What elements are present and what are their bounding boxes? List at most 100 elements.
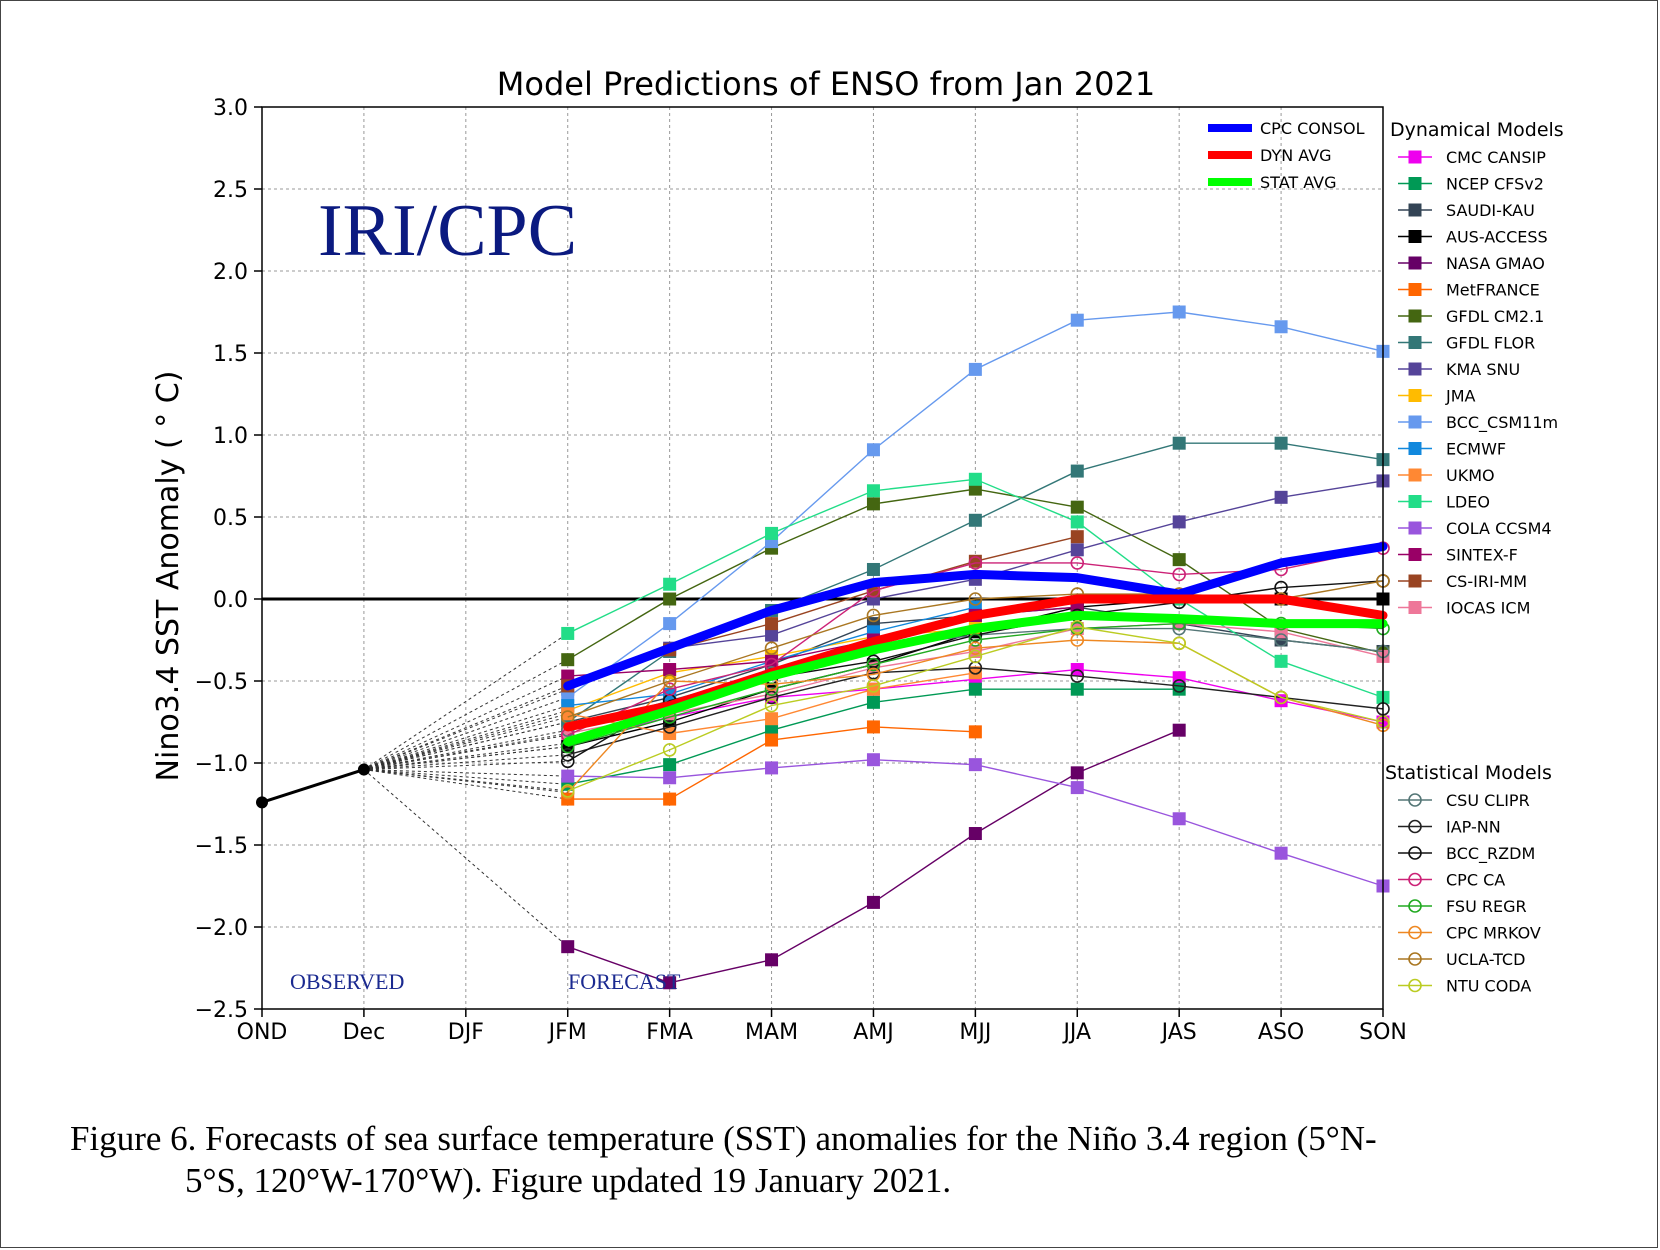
legends: CPC CONSOL DYN AVG STAT AVG Dynamical Model… bbox=[1208, 119, 1564, 996]
point-cola-ccsm4 bbox=[866, 753, 880, 767]
point-bcc-rzdm bbox=[560, 754, 575, 769]
point-gfdl-cm2-1 bbox=[866, 497, 880, 511]
plot-area bbox=[262, 107, 1383, 1009]
legend-entry-ucla-tcd: UCLA-TCD bbox=[1398, 950, 1525, 969]
point-nasa-gmao bbox=[561, 940, 575, 954]
point-bcc-csm11m bbox=[1274, 320, 1288, 334]
point-gfdl-cm2-1 bbox=[663, 592, 677, 606]
legend-entry-cmc-cansip: CMC CANSIP bbox=[1398, 148, 1546, 167]
point-bcc-csm11m bbox=[968, 362, 982, 376]
consensus-line-stat-avg bbox=[563, 610, 1388, 747]
point-ldeo bbox=[765, 526, 779, 540]
enso-forecast-chart: Model Predictions of ENSO from Jan 2021 … bbox=[151, 65, 1564, 1045]
legend-label: CS-IRI-MM bbox=[1446, 572, 1527, 591]
guide-line bbox=[363, 713, 568, 771]
axes: 3.0 2.5 2.0 1.5 1.0 0.5 0.0 −0.5 −1.0 −1.5 −2.0 −2.… bbox=[195, 96, 1407, 1045]
legend-marker bbox=[1408, 150, 1422, 164]
guide-line bbox=[363, 696, 568, 771]
point-kma-snu bbox=[1274, 490, 1288, 504]
watermark-text: IRI/CPC bbox=[318, 190, 577, 272]
legend-label: NASA GMAO bbox=[1446, 254, 1545, 273]
guide-line bbox=[363, 685, 568, 771]
point-ntu-coda bbox=[764, 698, 779, 713]
guide-line bbox=[363, 675, 568, 771]
point-ncep-cfsv2 bbox=[663, 758, 677, 772]
legend-label: CPC CONSOL bbox=[1260, 119, 1365, 138]
series-nasa-gmao bbox=[561, 723, 1186, 990]
x-tick-label: JFM bbox=[547, 1020, 587, 1045]
plot-border bbox=[261, 106, 1384, 1010]
point-gfdl-flor bbox=[1274, 436, 1288, 450]
guide-line bbox=[363, 742, 568, 771]
point-gfdl-cm2-1 bbox=[1172, 553, 1186, 567]
legend-marker bbox=[1408, 442, 1422, 455]
legend-entry-saudi-kau: SAUDI-KAU bbox=[1398, 201, 1535, 220]
point-metfrance bbox=[765, 733, 779, 747]
legend-marker bbox=[1408, 177, 1422, 190]
chart-title: Model Predictions of ENSO from Jan 2021 bbox=[497, 65, 1155, 103]
legend-entry-jma: JMA bbox=[1398, 387, 1476, 406]
legend-marker bbox=[1408, 283, 1422, 296]
forecast-guide-lines bbox=[363, 633, 569, 948]
x-tick-label: MJJ bbox=[959, 1020, 991, 1045]
legend-marker bbox=[1408, 548, 1422, 561]
series-iap-nn bbox=[560, 661, 1390, 762]
y-tick-label: −1.0 bbox=[195, 752, 248, 777]
legend-marker bbox=[1408, 256, 1422, 270]
legend-entry-ntu-coda: NTU CODA bbox=[1398, 977, 1531, 996]
guide-line bbox=[363, 659, 568, 771]
legend-marker bbox=[1408, 819, 1422, 834]
point-ucla-tcd bbox=[866, 608, 881, 623]
legend-entry-ukmo: UKMO bbox=[1398, 466, 1495, 485]
point-gfdl-cm2-1 bbox=[1070, 500, 1084, 514]
guide-line bbox=[363, 710, 568, 771]
legend-entry-dyn-avg: DYN AVG bbox=[1208, 146, 1332, 165]
legend-marker bbox=[1408, 415, 1422, 429]
point-cola-ccsm4 bbox=[1172, 812, 1186, 826]
point-iap-nn bbox=[1070, 669, 1085, 683]
legend-entry-gfdl-flor: GFDL FLOR bbox=[1398, 334, 1535, 353]
legend-entry-csu-clipr: CSU CLIPR bbox=[1398, 791, 1530, 810]
legend-marker bbox=[1408, 872, 1422, 887]
legend-entry-ldeo: LDEO bbox=[1398, 493, 1490, 512]
y-axis-label: Nino3.4 SST Anomaly ( ° C) bbox=[151, 371, 186, 782]
point-ntu-coda bbox=[968, 649, 983, 664]
guide-line bbox=[363, 721, 568, 771]
figure-caption: Figure 6. Forecasts of sea surface tempe… bbox=[70, 1118, 1630, 1202]
legend-label: JMA bbox=[1445, 387, 1476, 406]
y-tick-label: −2.0 bbox=[195, 916, 248, 941]
legend-entry-kma-snu: KMA SNU bbox=[1398, 360, 1520, 379]
x-tick-label: JAS bbox=[1160, 1020, 1197, 1045]
point-nasa-gmao bbox=[968, 827, 982, 841]
point-kma-snu bbox=[765, 628, 779, 642]
legend-marker bbox=[1408, 309, 1422, 323]
legend-entry-sintex-f: SINTEX-F bbox=[1398, 546, 1518, 565]
point-cpc-ca bbox=[1070, 556, 1085, 570]
guide-line bbox=[363, 769, 568, 794]
point-gfdl-flor bbox=[1070, 464, 1084, 478]
legend-label: CPC MRKOV bbox=[1446, 924, 1541, 943]
point-ukmo bbox=[968, 666, 982, 680]
point-cpc-ca bbox=[1172, 567, 1186, 582]
point-iap-nn bbox=[764, 690, 779, 705]
legend-entry-iap-nn: IAP-NN bbox=[1398, 818, 1501, 837]
point-metfrance bbox=[968, 725, 982, 739]
legend-label: IOCAS ICM bbox=[1446, 599, 1530, 618]
point-gfdl-flor bbox=[1172, 436, 1186, 450]
point-cola-ccsm4 bbox=[663, 771, 677, 785]
point-ntu-coda bbox=[866, 679, 881, 693]
legend-entry-ecmwf: ECMWF bbox=[1398, 440, 1506, 459]
legend-marker bbox=[1408, 389, 1422, 402]
dynamical-legend-title: Dynamical Models bbox=[1390, 119, 1564, 141]
legend-marker bbox=[1408, 336, 1422, 349]
point-ukmo bbox=[561, 707, 575, 721]
guide-line bbox=[363, 769, 568, 792]
point-ntu-coda bbox=[1070, 620, 1085, 634]
legend-entry-cpc-mrkov: CPC MRKOV bbox=[1398, 924, 1541, 943]
y-tick-label: 3.0 bbox=[213, 96, 248, 121]
point-nasa-gmao bbox=[1172, 723, 1186, 737]
legend-marker bbox=[1408, 978, 1422, 993]
statistical-legend-title: Statistical Models bbox=[1385, 762, 1552, 784]
point-iap-nn bbox=[1172, 679, 1186, 693]
